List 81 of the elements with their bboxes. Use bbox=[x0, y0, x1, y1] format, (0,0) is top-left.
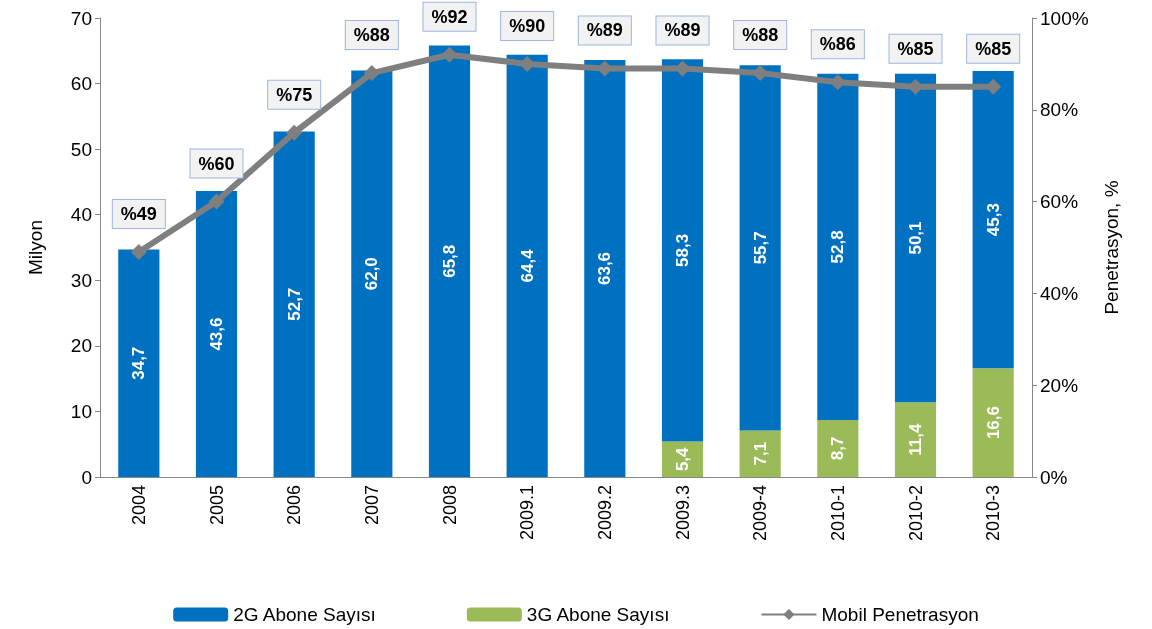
point bbox=[286, 124, 303, 141]
x-tick-label: 2004 bbox=[128, 485, 149, 526]
data-label: 7,1 bbox=[750, 441, 770, 466]
bar bbox=[506, 54, 548, 477]
x-tick-label: 2010-3 bbox=[983, 485, 1004, 542]
data-label: %89 bbox=[664, 20, 701, 41]
data-label: %85 bbox=[897, 38, 934, 59]
bar bbox=[584, 59, 626, 477]
y-tick-label: 40 bbox=[70, 204, 92, 226]
data-label: %88 bbox=[353, 25, 390, 46]
bar bbox=[273, 131, 315, 477]
bar bbox=[118, 249, 160, 477]
x-tick-label: 2009.2 bbox=[594, 485, 615, 541]
x-tick-label: 2010-1 bbox=[827, 485, 848, 542]
x-tick-label: 2006 bbox=[284, 485, 305, 526]
data-label: %88 bbox=[742, 25, 779, 46]
y-tick-label: 50 bbox=[70, 138, 92, 160]
y2-tick-label: 60% bbox=[1040, 191, 1079, 213]
bar bbox=[817, 419, 859, 477]
data-label: 8,7 bbox=[828, 436, 848, 461]
legend-label: 3G Abone Sayısı bbox=[526, 604, 670, 625]
data-label: 52,8 bbox=[828, 230, 848, 264]
bar bbox=[739, 430, 781, 477]
bar bbox=[428, 45, 471, 477]
y-axis-title: Milyon bbox=[25, 220, 46, 275]
bar bbox=[894, 402, 937, 477]
y-tick-label: 60 bbox=[70, 73, 92, 95]
data-label: 45,3 bbox=[983, 203, 1003, 237]
data-label: %90 bbox=[509, 15, 546, 36]
legend-label: Mobil Penetrasyon bbox=[821, 604, 979, 625]
bar bbox=[739, 65, 781, 431]
y2-tick-label: 80% bbox=[1040, 99, 1079, 121]
point bbox=[363, 65, 380, 82]
bar bbox=[661, 59, 704, 442]
data-label: %92 bbox=[431, 6, 468, 27]
data-label: 50,1 bbox=[906, 221, 925, 255]
data-label: %60 bbox=[198, 153, 235, 174]
y-tick-label: 70 bbox=[70, 7, 92, 29]
y-tick-label: 30 bbox=[70, 269, 92, 291]
bar bbox=[894, 73, 937, 403]
data-label: 64,4 bbox=[517, 248, 537, 283]
y2-tick-label: 100% bbox=[1040, 7, 1089, 29]
bar bbox=[972, 368, 1014, 477]
data-label: 43,6 bbox=[207, 317, 226, 351]
x-tick-label: 2007 bbox=[361, 485, 382, 526]
x-tick-label: 2010-2 bbox=[905, 485, 926, 542]
data-label: 5,4 bbox=[673, 446, 692, 472]
bar bbox=[195, 191, 238, 477]
y2-tick-label: 40% bbox=[1040, 282, 1079, 304]
data-label: 55,7 bbox=[750, 231, 770, 265]
legend-label: 2G Abone Sayısı bbox=[233, 604, 376, 625]
data-label: 62,0 bbox=[362, 257, 382, 291]
data-label: %89 bbox=[586, 20, 623, 41]
x-tick-label: 2009.3 bbox=[672, 485, 693, 541]
y-tick-label: 10 bbox=[70, 400, 92, 422]
y2-axis-title: Penetrasyon, % bbox=[1101, 180, 1122, 315]
data-label: 52,7 bbox=[284, 287, 304, 321]
bar bbox=[972, 71, 1014, 369]
point bbox=[208, 193, 225, 210]
bar bbox=[351, 70, 393, 477]
y2-tick-label: 20% bbox=[1040, 374, 1079, 396]
x-tick-label: 2009.1 bbox=[517, 485, 538, 541]
data-label: %85 bbox=[975, 38, 1012, 59]
data-label: 65,8 bbox=[440, 244, 459, 278]
data-label: 63,6 bbox=[595, 251, 615, 286]
data-label: 11,4 bbox=[906, 423, 925, 456]
data-label: 34,7 bbox=[129, 346, 149, 380]
data-label: %75 bbox=[276, 84, 313, 105]
point bbox=[441, 46, 458, 63]
point bbox=[130, 244, 147, 261]
y-tick-label: 0 bbox=[81, 466, 92, 488]
data-label: %49 bbox=[120, 204, 157, 225]
y2-tick-label: 0% bbox=[1040, 466, 1068, 488]
y-tick-label: 20 bbox=[70, 335, 92, 357]
bar bbox=[817, 73, 859, 420]
x-tick-label: 2008 bbox=[439, 485, 460, 526]
x-tick-label: 2009-4 bbox=[750, 485, 771, 542]
x-tick-label: 2005 bbox=[206, 485, 227, 526]
data-label: 16,6 bbox=[983, 406, 1003, 440]
data-label: %86 bbox=[819, 34, 856, 55]
data-label: 58,3 bbox=[673, 233, 692, 267]
